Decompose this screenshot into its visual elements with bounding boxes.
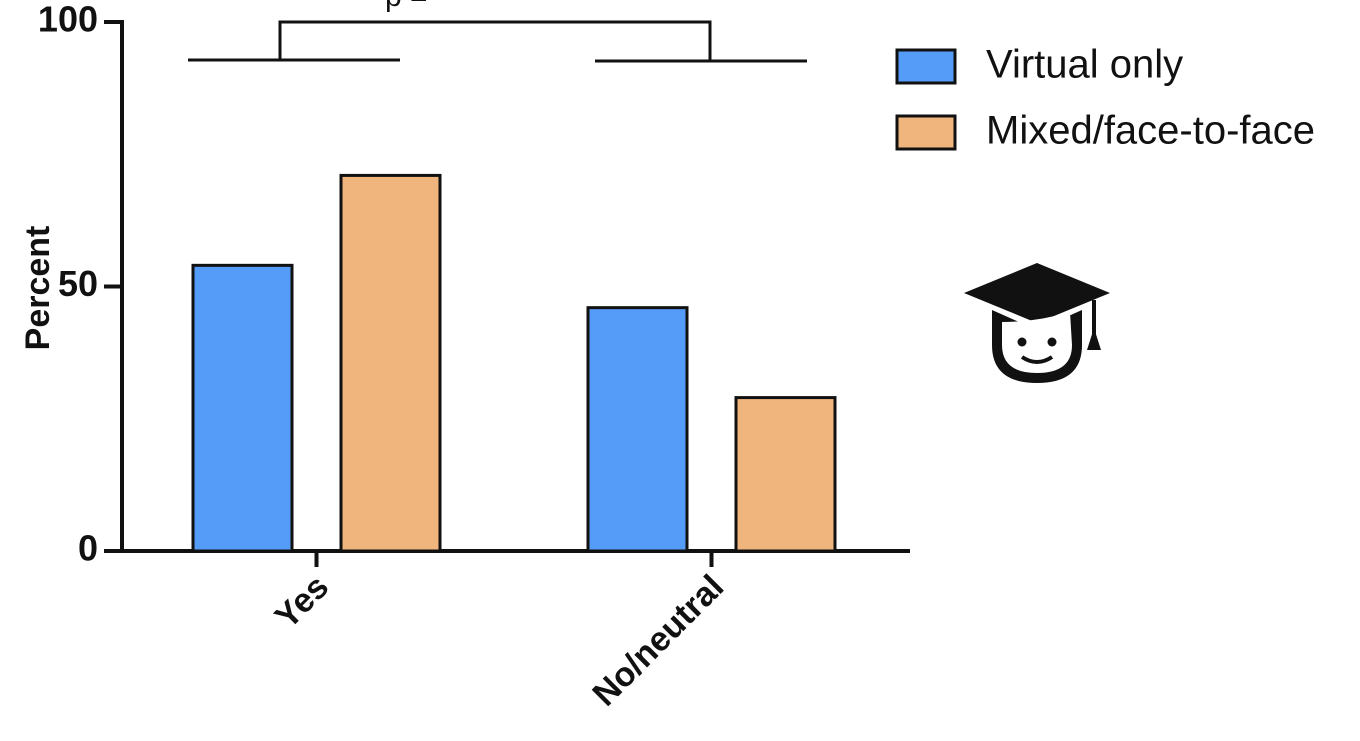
bars [191,173,837,553]
x-axis-ticks: Yes No/neutral [268,551,731,714]
x-tick-label: Yes [268,568,336,636]
significance-bracket: p = [188,0,807,63]
significance-annotation: p = [385,0,428,13]
legend-label: Virtual only [986,43,1183,87]
y-tick-label: 50 [58,263,98,304]
bar-virtual-only-yes [191,263,294,553]
legend: Virtual only Mixed/face-to-face [895,43,1315,153]
bar-mixed-face-to-face-no-neutral [734,396,837,553]
y-tick-label: 0 [78,528,98,569]
legend-swatch [895,48,957,85]
y-axis-title: Percent [19,226,57,351]
legend-swatch [895,114,957,151]
y-tick-label: 100 [38,0,98,40]
bar-virtual-only-no-neutral [586,306,689,553]
x-tick-label: No/neutral [585,568,731,714]
axes: 0 50 100 Yes No/neutral [38,0,910,714]
bar-mixed-face-to-face-yes [339,173,442,553]
legend-label: Mixed/face-to-face [986,109,1315,153]
graduate-student-icon [964,263,1110,383]
y-axis-ticks: 0 50 100 [38,0,122,569]
